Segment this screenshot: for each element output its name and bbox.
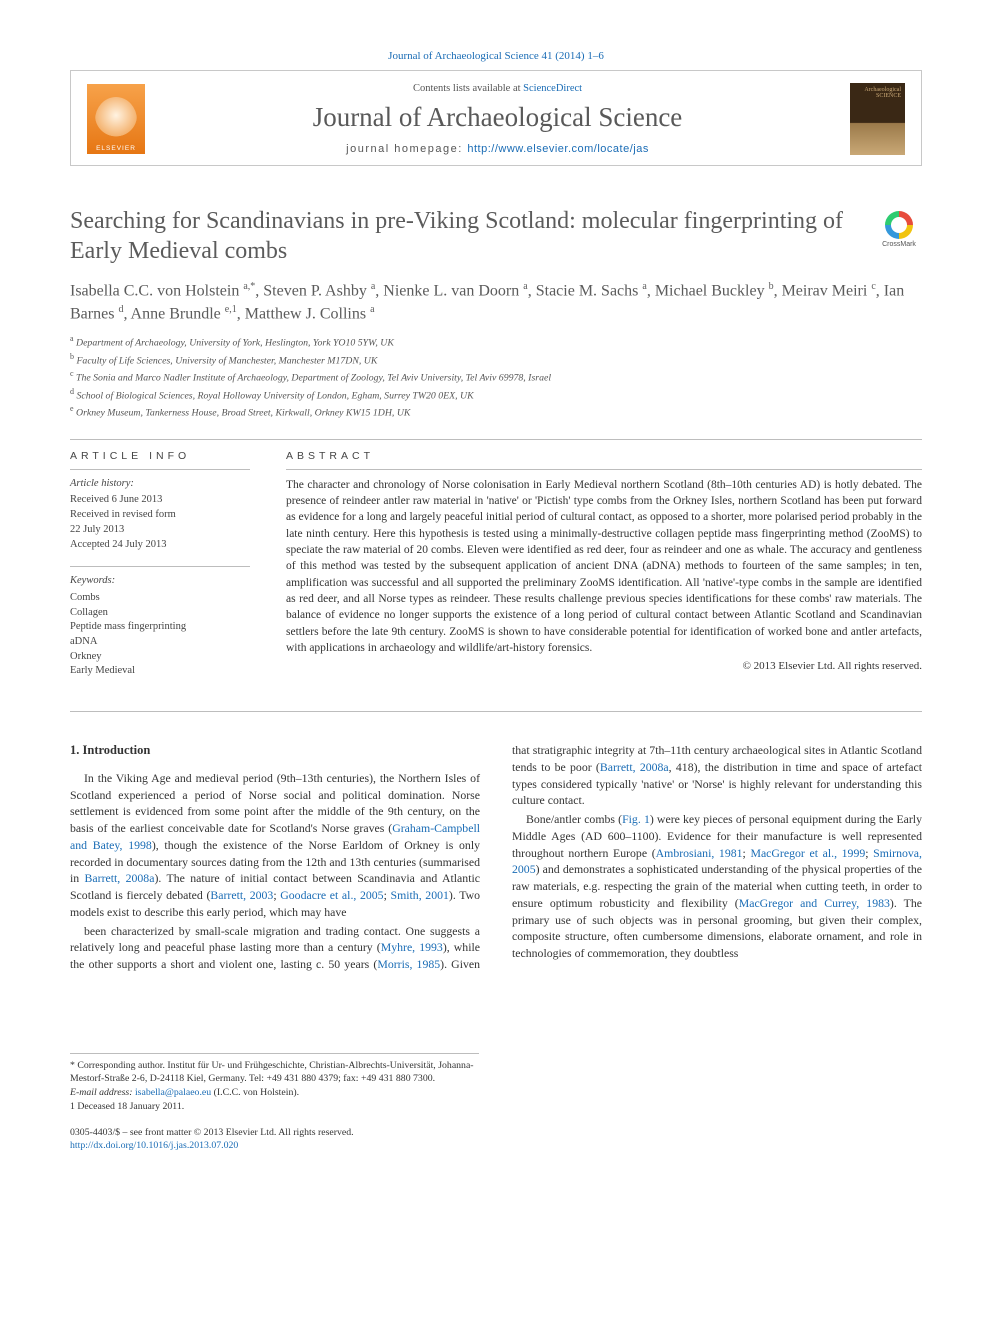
page-footer: 0305-4403/$ – see front matter © 2013 El…	[70, 1126, 922, 1153]
crossmark-badge[interactable]: CrossMark	[876, 206, 922, 252]
article-history-block: Article history: Received 6 June 2013Rec…	[70, 469, 250, 552]
crossmark-label: CrossMark	[882, 241, 916, 248]
abstract-text: The character and chronology of Norse co…	[286, 469, 922, 657]
keyword: Orkney	[70, 650, 250, 665]
elsevier-tree-icon	[95, 97, 137, 143]
header-center: Contents lists available at ScienceDirec…	[163, 83, 832, 155]
citation-link[interactable]: Ambrosiani, 1981	[656, 846, 743, 860]
affiliation-line: d School of Biological Sciences, Royal H…	[70, 386, 922, 403]
email-line: E-mail address: isabella@palaeo.eu (I.C.…	[70, 1086, 479, 1100]
deceased-note: 1 Deceased 18 January 2011.	[70, 1100, 479, 1114]
doi-link[interactable]: http://dx.doi.org/10.1016/j.jas.2013.07.…	[70, 1140, 238, 1151]
keywords-label: Keywords:	[70, 574, 250, 589]
homepage-link[interactable]: http://www.elsevier.com/locate/jas	[467, 143, 648, 155]
history-label: Article history:	[70, 477, 250, 492]
homepage-label: journal homepage:	[346, 143, 467, 155]
citation-link[interactable]: Morris, 1985	[377, 957, 440, 971]
keyword: Peptide mass fingerprinting	[70, 620, 250, 635]
body-paragraph: In the Viking Age and medieval period (9…	[70, 770, 480, 921]
crossmark-icon	[885, 211, 913, 239]
history-line: 22 July 2013	[70, 523, 250, 538]
citation-link[interactable]: Smith, 2001	[391, 888, 449, 902]
divider-bottom	[70, 711, 922, 712]
article-title: Searching for Scandinavians in pre-Vikin…	[70, 206, 858, 266]
front-matter-line: 0305-4403/$ – see front matter © 2013 El…	[70, 1126, 922, 1140]
affiliation-line: a Department of Archaeology, University …	[70, 333, 922, 350]
history-line: Received in revised form	[70, 508, 250, 523]
email-link[interactable]: isabella@palaeo.eu	[135, 1087, 211, 1098]
contents-available-line: Contents lists available at ScienceDirec…	[163, 83, 832, 94]
divider-top	[70, 439, 922, 440]
article-info-column: ARTICLE INFO Article history: Received 6…	[70, 450, 250, 693]
top-citation: Journal of Archaeological Science 41 (20…	[70, 50, 922, 62]
keyword: aDNA	[70, 635, 250, 650]
keyword: Collagen	[70, 606, 250, 621]
citation-link[interactable]: Barrett, 2003	[210, 888, 273, 902]
citation-link[interactable]: Graham-Campbell and Batey, 1998	[70, 821, 480, 852]
citation-link[interactable]: MacGregor and Currey, 1983	[739, 896, 890, 910]
article-info-heading: ARTICLE INFO	[70, 450, 250, 462]
abstract-column: ABSTRACT The character and chronology of…	[286, 450, 922, 693]
citation-link[interactable]: MacGregor et al., 1999	[750, 846, 865, 860]
footnotes: * Corresponding author. Institut für Ur-…	[70, 1053, 479, 1114]
citation-link[interactable]: Barrett, 2008a	[600, 760, 669, 774]
affiliation-line: e Orkney Museum, Tankerness House, Broad…	[70, 403, 922, 420]
corresponding-author-note: * Corresponding author. Institut für Ur-…	[70, 1059, 479, 1086]
body-two-column: 1. Introduction In the Viking Age and me…	[70, 742, 922, 973]
authors-line: Isabella C.C. von Holstein a,*, Steven P…	[70, 280, 922, 325]
history-line: Received 6 June 2013	[70, 493, 250, 508]
citation-link[interactable]: Fig. 1	[622, 812, 650, 826]
abstract-heading: ABSTRACT	[286, 450, 922, 462]
sciencedirect-link[interactable]: ScienceDirect	[523, 83, 582, 94]
affiliation-line: b Faculty of Life Sciences, University o…	[70, 351, 922, 368]
journal-header-box: ELSEVIER Contents lists available at Sci…	[70, 70, 922, 166]
section-heading-introduction: 1. Introduction	[70, 742, 480, 760]
citation-link[interactable]: Journal of Archaeological Science 41 (20…	[388, 50, 604, 62]
citation-link[interactable]: Myhre, 1993	[381, 940, 443, 954]
journal-cover-thumbnail[interactable]	[850, 83, 905, 155]
elsevier-logo[interactable]: ELSEVIER	[87, 84, 145, 154]
homepage-line: journal homepage: http://www.elsevier.co…	[163, 143, 832, 155]
email-label: E-mail address:	[70, 1087, 135, 1098]
email-paren: (I.C.C. von Holstein).	[211, 1087, 299, 1098]
affiliations: a Department of Archaeology, University …	[70, 333, 922, 420]
citation-link[interactable]: Barrett, 2008a	[85, 871, 155, 885]
keyword: Combs	[70, 591, 250, 606]
affiliation-line: c The Sonia and Marco Nadler Institute o…	[70, 368, 922, 385]
body-paragraph: Bone/antler combs (Fig. 1) were key piec…	[512, 811, 922, 962]
journal-title: Journal of Archaeological Science	[163, 102, 832, 133]
keywords-block: Keywords: CombsCollagenPeptide mass fing…	[70, 566, 250, 679]
history-line: Accepted 24 July 2013	[70, 538, 250, 553]
keyword: Early Medieval	[70, 664, 250, 679]
abstract-copyright: © 2013 Elsevier Ltd. All rights reserved…	[286, 660, 922, 672]
citation-link[interactable]: Goodacre et al., 2005	[280, 888, 383, 902]
elsevier-label: ELSEVIER	[96, 145, 136, 152]
contents-text: Contents lists available at	[413, 83, 523, 94]
